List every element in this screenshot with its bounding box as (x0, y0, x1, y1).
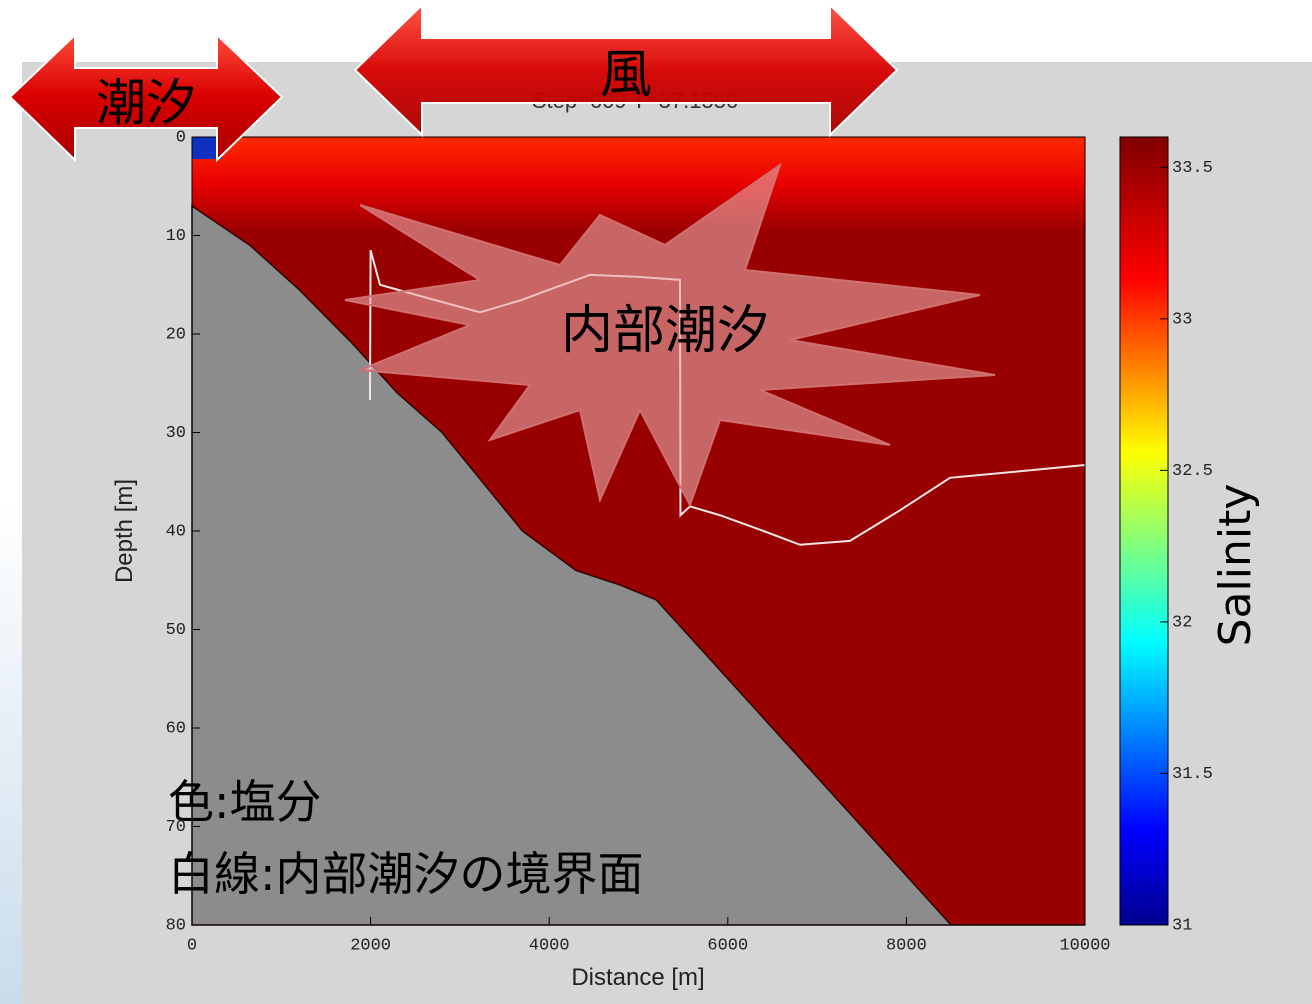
y-tick-label: 10 (166, 227, 186, 246)
x-tick-label: 8000 (886, 936, 927, 955)
x-tick-label: 4000 (529, 936, 570, 955)
y-tick-label: 70 (166, 818, 186, 837)
fresh-water-patch (192, 137, 222, 159)
y-tick-label: 20 (166, 325, 186, 344)
colorbar-tick-label: 32.5 (1172, 462, 1213, 481)
y-tick-label: 40 (166, 522, 186, 541)
x-tick-label: 6000 (707, 936, 748, 955)
y-tick-label: 80 (166, 916, 186, 935)
colorbar (1119, 136, 1169, 926)
colorbar-tick-label: 31 (1172, 916, 1192, 935)
colorbar-tick-label: 33 (1172, 310, 1192, 329)
y-axis-label: Depth [m] (111, 479, 138, 583)
y-tick-label: 50 (166, 621, 186, 640)
x-tick-label: 10000 (1059, 936, 1110, 955)
internal-tide-label: 内部潮汐 (561, 301, 769, 361)
y-tick-label: 0 (176, 128, 186, 147)
tide-arrow (8, 32, 284, 163)
y-tick-label: 30 (166, 424, 186, 443)
y-tick-label: 60 (166, 719, 186, 738)
colorbar-tick-label: 31.5 (1172, 765, 1213, 784)
x-axis-label: Distance [m] (571, 964, 704, 991)
line-legend-note: 白線:内部潮汐の境界面 (168, 847, 644, 901)
wind-arrow (353, 2, 899, 138)
internal-tide-burst (344, 162, 996, 508)
x-tick-label: 2000 (350, 936, 391, 955)
tide-label: 潮汐 (96, 74, 196, 132)
wind-label: 風 (600, 45, 652, 105)
colorbar-tick-label: 32 (1172, 613, 1192, 632)
color-legend-note: 色:塩分 (168, 775, 322, 829)
x-tick-label: 0 (187, 936, 197, 955)
colorbar-label: Salinity (1210, 484, 1261, 647)
colorbar-tick-label: 33.5 (1172, 159, 1213, 178)
